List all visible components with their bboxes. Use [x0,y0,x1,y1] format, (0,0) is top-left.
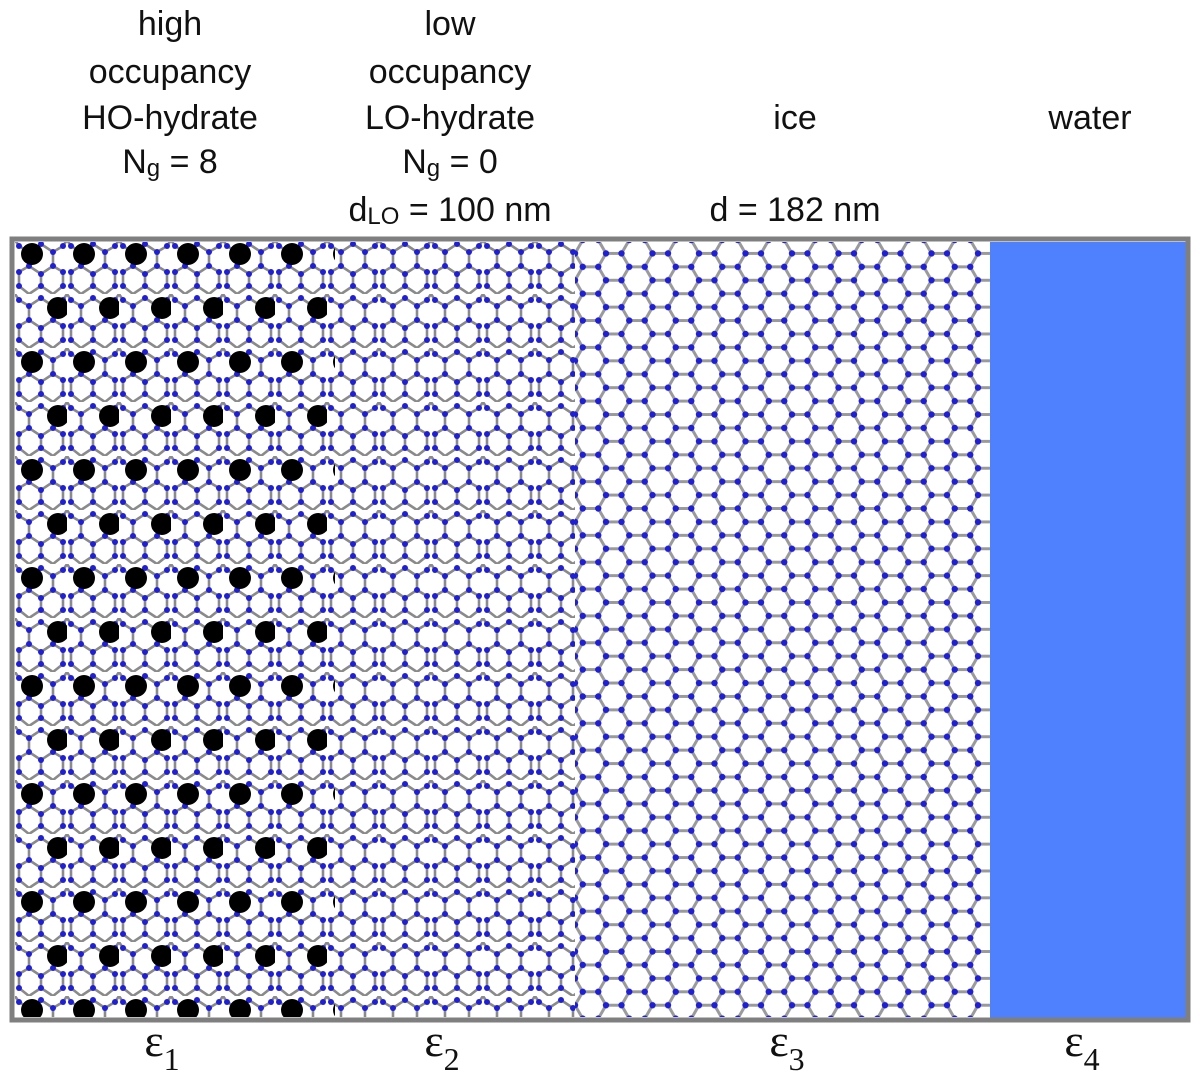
water-layer [990,242,1188,1020]
text-part: d = 182 nm [709,191,880,229]
subscript: LO [367,203,399,230]
subscript: g [147,155,160,182]
text-part: HO-hydrate [82,99,258,137]
text-part: high [138,5,202,43]
region-label: ice [773,99,816,137]
permittivity-label: ε2 [424,1015,459,1077]
text-part: = 100 nm [399,191,551,229]
subscript: 4 [1084,1041,1100,1077]
text-part: N [122,143,147,181]
region-label: low [424,5,475,43]
region-label: HO-hydrate [82,99,258,137]
text-part: N [402,143,427,181]
text-part: ε [769,1015,788,1066]
text-part: ε [1064,1015,1083,1066]
permittivity-label: ε4 [1064,1015,1099,1077]
region-label: occupancy [369,53,532,91]
subscript: g [427,155,440,182]
region-label: high [138,5,202,43]
text-part: = 8 [160,143,218,181]
text-part: ε [424,1015,443,1066]
text-part: LO-hydrate [365,99,535,137]
frame [9,236,1191,1023]
region-label: dLO = 100 nm [348,191,551,230]
subscript: 2 [444,1041,460,1077]
text-part: water [1047,99,1131,137]
permittivity-label: ε3 [769,1015,804,1077]
text-part: occupancy [369,53,532,91]
ice-lattice [575,242,990,1017]
permittivity-label: ε1 [144,1015,179,1077]
guest-molecules [15,242,335,1017]
text-part: low [424,5,475,43]
text-part: = 0 [440,143,498,181]
text-part: ε [144,1015,163,1066]
text-part: occupancy [89,53,252,91]
text-part: ice [773,99,816,137]
region-label: water [1047,99,1131,137]
region-label: d = 182 nm [709,191,880,229]
text-part: d [348,191,367,229]
subscript: 1 [164,1041,180,1077]
region-label: occupancy [89,53,252,91]
region-label: Ng = 0 [402,143,498,182]
subscript: 3 [789,1041,805,1077]
region-label: LO-hydrate [365,99,535,137]
region-label: Ng = 8 [122,143,218,182]
